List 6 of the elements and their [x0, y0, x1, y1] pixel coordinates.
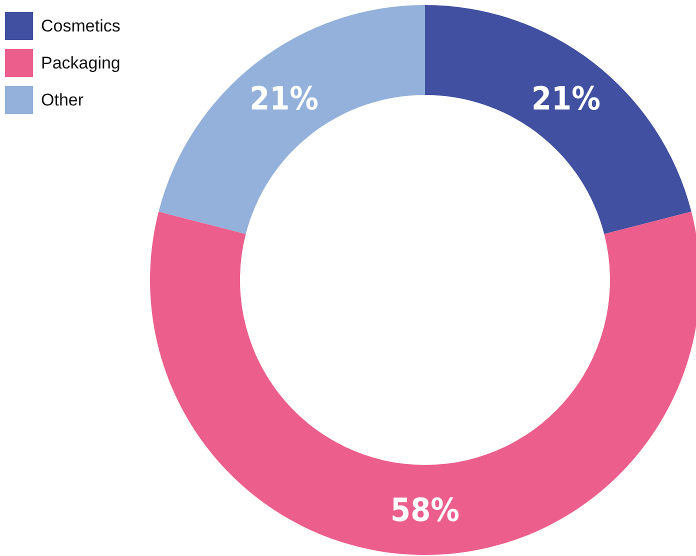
legend-label: Packaging	[41, 54, 120, 72]
data-label: 21%	[250, 79, 318, 118]
legend-label: Other	[41, 90, 84, 110]
legend-label: Cosmetics	[41, 16, 120, 36]
data-label: 58%	[390, 491, 460, 529]
data-label: 21%	[532, 79, 600, 118]
